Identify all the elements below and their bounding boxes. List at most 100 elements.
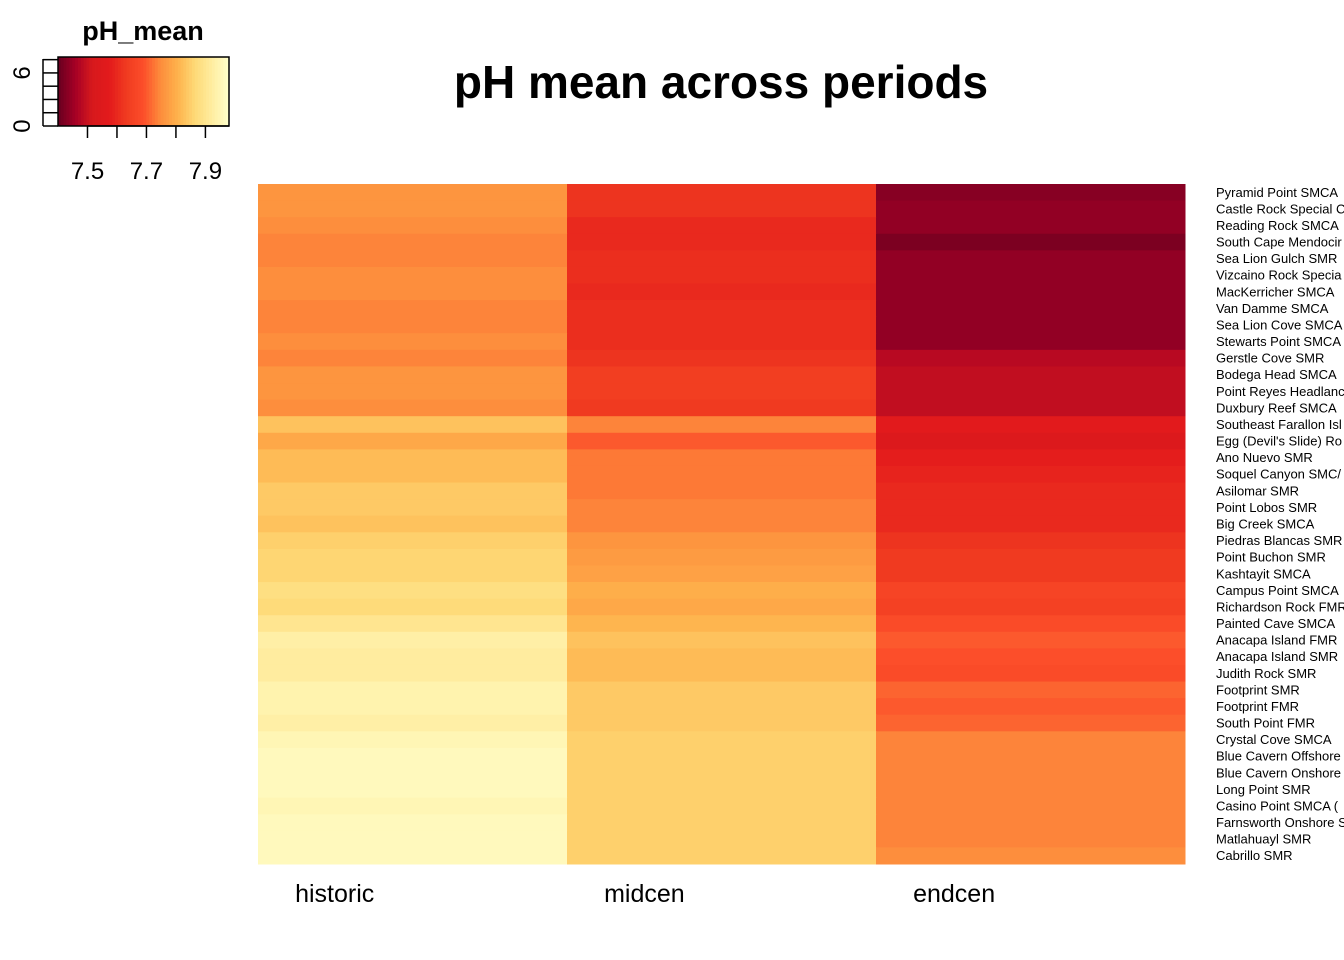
color-key-swatch	[203, 57, 207, 126]
heatmap-cell	[258, 532, 568, 550]
heatmap-cells	[258, 184, 1186, 865]
color-key-swatch	[92, 57, 96, 126]
color-key-tick-label: 7.5	[71, 158, 104, 185]
color-key-swatch	[132, 57, 136, 126]
row-label: Point Buchon SMR	[1216, 550, 1326, 565]
row-label: Ano Nuevo SMR	[1216, 450, 1313, 465]
heatmap-cell	[258, 797, 568, 815]
heatmap-cell	[567, 648, 877, 666]
color-key-swatch	[183, 57, 187, 126]
heatmap-cell	[567, 698, 877, 716]
heatmap-cell	[567, 631, 877, 649]
row-label: Footprint SMR	[1216, 682, 1300, 697]
row-label: Farnsworth Onshore S	[1216, 815, 1344, 830]
heatmap-cell	[876, 714, 1186, 732]
heatmap-cell	[258, 648, 568, 666]
row-label: Sea Lion Gulch SMR	[1216, 251, 1337, 266]
heatmap-cell	[876, 499, 1186, 517]
heatmap-cell	[876, 250, 1186, 268]
color-key-swatch	[177, 57, 181, 126]
color-key-swatch	[166, 57, 170, 126]
heatmap-cell	[258, 781, 568, 799]
color-key-swatch	[160, 57, 164, 126]
heatmap-cell	[258, 233, 568, 251]
heatmap-cell	[876, 582, 1186, 600]
row-label: Point Lobos SMR	[1216, 500, 1317, 515]
color-key-swatch	[109, 57, 113, 126]
row-label: Vizcaino Rock Specia	[1216, 268, 1342, 283]
heatmap-cell	[258, 300, 568, 318]
heatmap-cell	[258, 217, 568, 235]
row-label: Piedras Blancas SMR	[1216, 533, 1342, 548]
heatmap-cell	[567, 449, 877, 467]
color-key-swatch	[172, 57, 176, 126]
heatmap-cell	[258, 449, 568, 467]
heatmap-cell	[258, 515, 568, 533]
row-label: Big Creek SMCA	[1216, 517, 1315, 532]
row-label: Footprint FMR	[1216, 699, 1299, 714]
heatmap-cell	[567, 714, 877, 732]
row-label: Stewarts Point SMCA	[1216, 334, 1341, 349]
heatmap-cell	[876, 797, 1186, 815]
heatmap-cell	[567, 664, 877, 683]
heatmap-cell	[258, 830, 568, 848]
chart-title: pH mean across periods	[454, 56, 988, 108]
color-key-swatch	[58, 57, 62, 126]
color-key-tick-label: 7.7	[130, 158, 163, 185]
row-label: Blue Cavern Offshore	[1216, 749, 1341, 764]
heatmap-cell	[258, 582, 568, 600]
heatmap-cell	[567, 482, 877, 500]
color-key-swatch	[140, 57, 144, 126]
heatmap-cell	[567, 416, 877, 434]
color-key-swatch	[123, 57, 127, 126]
heatmap-cell	[876, 184, 1186, 202]
heatmap-cell	[567, 548, 877, 566]
color-key-swatch	[69, 57, 73, 126]
heatmap-cell	[876, 648, 1186, 666]
column-label: endcen	[913, 880, 995, 908]
heatmap-cell	[876, 399, 1186, 417]
heatmap-cell	[258, 598, 568, 616]
heatmap-cell	[567, 233, 877, 251]
row-label: Casino Point SMCA (	[1216, 799, 1339, 814]
color-key-swatch	[97, 57, 102, 126]
heatmap-cell	[258, 366, 568, 384]
color-key-swatch	[189, 57, 193, 126]
color-key-swatch	[115, 57, 119, 126]
row-label: Van Damme SMCA	[1216, 301, 1329, 316]
heatmap-cell	[567, 266, 877, 285]
color-key-gradient	[58, 57, 230, 126]
color-key-swatch	[157, 57, 161, 126]
row-label: Cabrillo SMR	[1216, 848, 1293, 863]
heatmap-cell	[567, 515, 877, 533]
heatmap-cell	[876, 200, 1186, 218]
color-key-swatch	[129, 57, 133, 126]
heatmap-cell	[876, 283, 1186, 301]
row-label: Richardson Rock FMR	[1216, 599, 1344, 614]
color-key-swatch	[134, 57, 139, 126]
heatmap-cell	[567, 764, 877, 782]
color-key-swatch	[86, 57, 90, 126]
row-label: Anacapa Island FMR	[1216, 633, 1337, 648]
column-labels: historic midcen endcen	[295, 880, 995, 908]
color-key-swatch	[163, 57, 167, 126]
heatmap-cell	[876, 532, 1186, 550]
heatmap-cell	[258, 764, 568, 782]
heatmap-cell	[258, 847, 568, 865]
heatmap-cell	[876, 631, 1186, 649]
color-key-swatch	[217, 57, 221, 126]
heatmap-cell	[258, 333, 568, 351]
row-label: Bodega Head SMCA	[1216, 367, 1337, 382]
color-key-swatch	[226, 57, 230, 126]
color-key-swatch	[149, 57, 153, 126]
heatmap-cell	[876, 416, 1186, 434]
color-key-swatch	[214, 57, 218, 126]
heatmap-cell	[567, 565, 877, 583]
row-label: Sea Lion Cove SMCA	[1216, 318, 1343, 333]
heatmap-cell	[258, 200, 568, 218]
heatmap-cell	[876, 449, 1186, 467]
heatmap-cell	[876, 383, 1186, 401]
color-key-swatch	[63, 57, 67, 126]
color-key-swatch	[180, 57, 184, 126]
